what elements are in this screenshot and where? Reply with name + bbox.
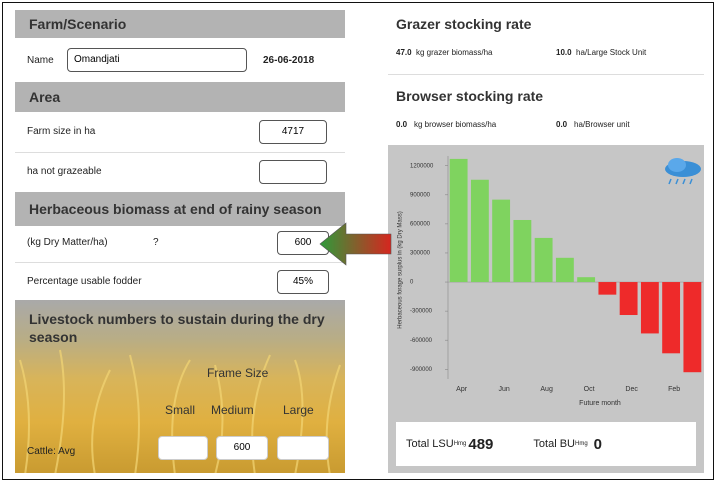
name-input[interactable]: Omandjati	[67, 48, 247, 72]
bar	[492, 199, 511, 283]
y-tick-label: 300000	[410, 251, 431, 257]
cattle-small-input[interactable]	[158, 436, 208, 460]
total-value: 0	[593, 435, 602, 453]
not-grazeable-input[interactable]	[259, 160, 327, 184]
cattle-large-input[interactable]	[277, 436, 329, 460]
dm-input[interactable]: 600	[277, 231, 329, 255]
y-tick-label: 900000	[410, 192, 431, 198]
bar	[619, 282, 638, 316]
wheat	[19, 349, 341, 473]
y-axis-title: Herbaceous forage surplus in (kg Dry Mas…	[398, 211, 404, 328]
total-label: Total BU	[533, 438, 575, 450]
title: Grazer stocking rate	[396, 16, 532, 32]
value: 47.0	[396, 48, 412, 57]
unit: kg grazer biomass/ha	[416, 48, 493, 57]
total-label: Total LSU	[406, 438, 454, 450]
x-tick-label: Apr	[456, 386, 468, 393]
bar	[449, 158, 468, 283]
size-label: Small	[165, 403, 196, 417]
title: Browser stocking rate	[396, 88, 544, 104]
value: 0.0	[556, 120, 568, 129]
divider	[15, 152, 345, 153]
totals-bar: Total LSU Hmg 489 Total BU Hmg 0	[396, 422, 696, 466]
y-tick-label: -300000	[410, 309, 433, 315]
bar	[683, 282, 702, 373]
x-tick-label: Feb	[668, 386, 680, 393]
bar	[598, 282, 617, 295]
cattle-medium-input[interactable]: 600	[216, 436, 268, 460]
unit: ha/Large Stock Unit	[576, 48, 647, 57]
bar	[577, 277, 596, 283]
cloud-icon	[665, 158, 701, 185]
left-panel: Farm/Scenario Name Omandjati 26-06-2018 …	[15, 8, 345, 473]
frame-size-label: Frame Size	[207, 366, 269, 380]
x-axis-title: Future month	[579, 400, 621, 407]
y-tick-label: 0	[410, 280, 414, 286]
divider	[388, 74, 704, 75]
unit: ha/Browser unit	[574, 120, 630, 129]
x-tick-label: Aug	[540, 386, 553, 393]
bar	[662, 282, 681, 354]
section-header: Farm/Scenario	[15, 10, 345, 38]
total-sub: Hmg	[574, 441, 588, 447]
total-value: 489	[468, 435, 494, 453]
date: 26-06-2018	[263, 55, 315, 66]
y-tick-label: 1200000	[410, 163, 434, 169]
x-tick-label: Dec	[625, 386, 638, 393]
label: Farm size in ha	[27, 126, 96, 137]
value: 10.0	[556, 48, 572, 57]
bar	[513, 219, 532, 283]
bar	[640, 282, 659, 334]
section-header: Herbaceous biomass at end of rainy seaso…	[15, 192, 345, 226]
label: Cattle: Avg	[27, 446, 76, 457]
bar	[470, 179, 489, 283]
bar	[534, 237, 553, 283]
label: Name	[27, 55, 54, 66]
total-sub: Hmg	[453, 441, 467, 447]
unit: kg browser biomass/ha	[414, 120, 497, 129]
y-tick-label: -600000	[410, 338, 433, 344]
farm-size-input[interactable]: 4717	[259, 120, 327, 144]
help[interactable]: ?	[153, 237, 159, 248]
y-tick-label: -900000	[410, 367, 433, 373]
x-tick-label: Jun	[498, 386, 509, 393]
label: Percentage usable fodder	[27, 276, 142, 287]
section-header: Area	[15, 82, 345, 112]
size-label: Medium	[211, 403, 254, 417]
size-label: Large	[283, 403, 314, 417]
value: 0.0	[396, 120, 408, 129]
bar	[555, 257, 574, 283]
label: ha not grazeable	[27, 166, 102, 177]
arrow	[319, 222, 392, 266]
x-tick-label: Oct	[584, 386, 595, 393]
y-tick-label: 600000	[410, 221, 431, 227]
right-panel: Grazer stocking rate 47.0 kg grazer biom…	[388, 8, 704, 473]
usable-input[interactable]: 45%	[277, 270, 329, 294]
label: (kg Dry Matter/ha)	[27, 237, 108, 248]
section-header: Livestock numbers to sustain during the …	[29, 311, 325, 345]
chart: Herbaceous forage surplus in (kg Dry Mas…	[398, 156, 703, 407]
divider	[15, 262, 345, 263]
